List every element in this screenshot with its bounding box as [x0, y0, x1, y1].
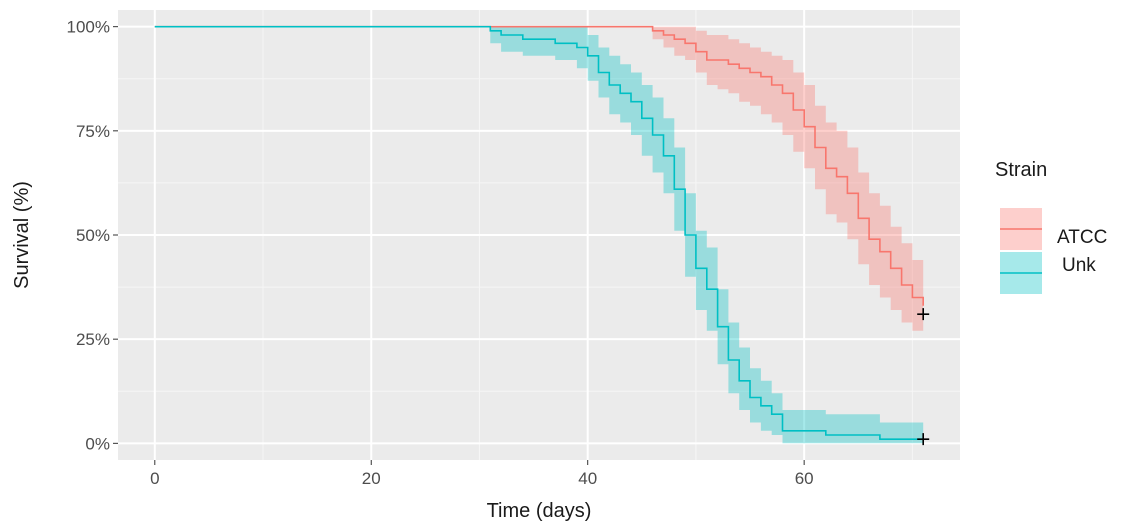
censor-mark-unk [917, 433, 930, 446]
y-axis-ticks: 0% 25% 50% 75% 100% [67, 18, 118, 453]
legend-label-atcc: ATCC [1057, 227, 1107, 248]
legend: Strain ATCC Unk [995, 159, 1107, 294]
y-axis-title: Survival (%) [11, 181, 33, 289]
x-tick-label: 60 [795, 469, 814, 488]
censor-marks [917, 308, 930, 446]
x-axis-ticks: 0 20 40 60 [150, 460, 814, 488]
grid-lines [118, 10, 960, 460]
legend-title: Strain [995, 159, 1047, 181]
y-tick-label: 75% [76, 122, 110, 141]
y-tick-label: 50% [76, 226, 110, 245]
censor-mark-atcc [917, 308, 930, 321]
x-tick-label: 40 [578, 469, 597, 488]
y-tick-label: 25% [76, 330, 110, 349]
curve-atcc [154, 25, 924, 306]
band-unk [154, 26, 924, 444]
curve-unk [154, 25, 924, 440]
x-tick-label: 20 [362, 469, 381, 488]
x-tick-label: 0 [150, 469, 159, 488]
x-axis-title: Time (days) [487, 500, 592, 522]
y-tick-label: 0% [85, 434, 110, 453]
survival-curves [154, 25, 924, 440]
legend-label-unk: Unk [1062, 255, 1096, 276]
y-tick-label: 100% [67, 18, 110, 37]
confidence-bands [154, 26, 924, 444]
